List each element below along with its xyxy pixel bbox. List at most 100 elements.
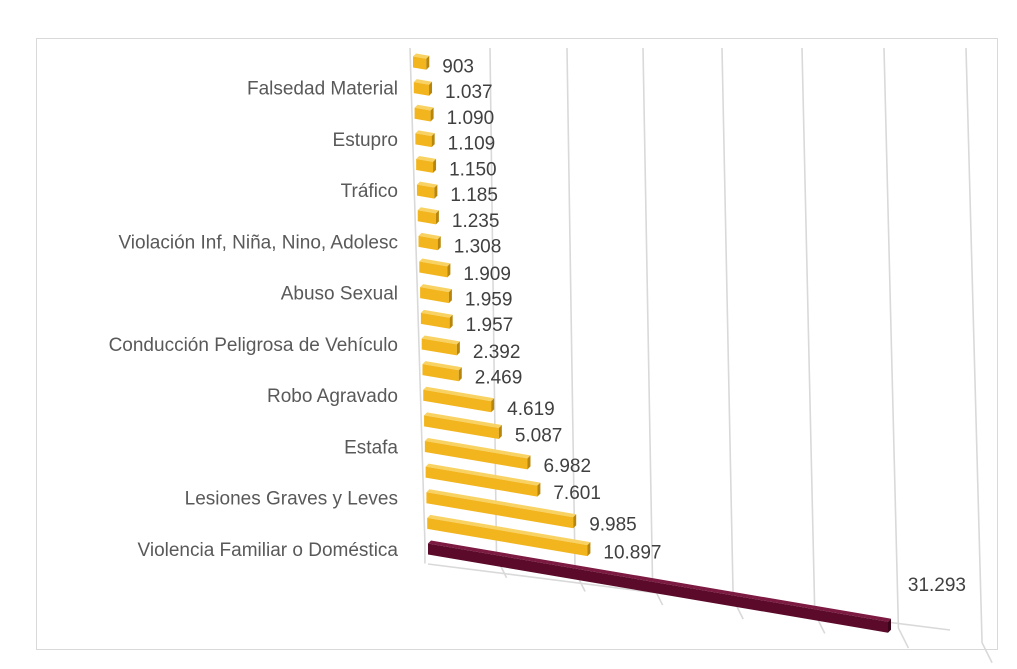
- bar-top-face: [417, 207, 439, 214]
- bar: [416, 156, 437, 173]
- chart-area: [36, 38, 998, 650]
- data-label: 2.469: [475, 368, 523, 389]
- bar-front-face: [414, 107, 431, 122]
- bar: [416, 181, 438, 199]
- bar-front-face: [424, 415, 499, 440]
- data-label: 1.235: [452, 211, 500, 232]
- bar-end-face: [448, 289, 452, 304]
- bar: [424, 437, 531, 470]
- bar-front-face: [422, 364, 459, 382]
- category-label: Conducción Peligrosa de Vehículo: [109, 335, 398, 356]
- bar: [426, 489, 577, 529]
- bar-top-face: [419, 258, 451, 267]
- data-label: 10.897: [603, 543, 661, 564]
- bar-front-face: [416, 184, 435, 199]
- bar: [413, 79, 433, 96]
- bar-front-face: [425, 466, 538, 497]
- bar-top-face: [414, 104, 434, 111]
- bar: [423, 386, 495, 413]
- bar-top-face: [413, 53, 430, 59]
- bar: [425, 463, 541, 497]
- bar-top-face: [415, 130, 435, 137]
- bar-end-face: [435, 210, 439, 225]
- bar-end-face: [434, 184, 438, 199]
- data-label: 1.037: [445, 82, 493, 103]
- gridline: [642, 47, 664, 606]
- bar-end-face: [449, 314, 453, 329]
- bar-end-face: [888, 618, 892, 633]
- bar-end-face: [527, 455, 531, 470]
- data-label: 7.601: [553, 483, 601, 504]
- bar-top-face: [425, 463, 541, 486]
- bar: [414, 104, 434, 122]
- category-label: Tráfico: [341, 181, 398, 202]
- bars: [413, 53, 892, 633]
- bar-top-face: [416, 181, 438, 188]
- category-label: Estafa: [344, 437, 398, 458]
- bar-front-face: [417, 210, 436, 225]
- bar-front-face: [418, 235, 438, 251]
- bar-top-face: [427, 514, 591, 546]
- bar-top-face: [416, 156, 437, 162]
- category-label: Falsedad Material: [247, 79, 398, 100]
- data-label: 2.392: [473, 342, 521, 363]
- bar-front-face: [426, 492, 574, 529]
- bar-front-face: [423, 389, 492, 413]
- bar: [424, 412, 502, 440]
- data-label: 1.957: [466, 315, 514, 336]
- bar: [421, 335, 460, 356]
- gridline: [801, 47, 826, 634]
- bar-front-face: [415, 133, 432, 148]
- category-label: Violencia Familiar o Doméstica: [138, 540, 399, 561]
- data-label: 903: [442, 56, 474, 77]
- bar-front-face: [427, 517, 588, 557]
- data-label: 31.293: [908, 575, 966, 596]
- bar-end-face: [426, 55, 430, 70]
- bar-top-face: [418, 232, 441, 240]
- gridline: [409, 47, 426, 564]
- bar-front-face: [424, 440, 528, 470]
- bar-front-face: [419, 261, 448, 278]
- bar-top-face: [421, 335, 460, 345]
- bar-front-face: [421, 338, 457, 356]
- bar: [419, 258, 451, 278]
- bar-front-face: [413, 56, 427, 70]
- category-label: Abuso Sexual: [281, 284, 398, 305]
- labels: 903 1.037 Falsedad Material 1.090 1.109 Estup…: [109, 56, 966, 596]
- data-label: 1.308: [454, 237, 502, 258]
- bar-front-face: [428, 543, 889, 633]
- category-label: Robo Agravado: [267, 386, 398, 407]
- bar-end-face: [587, 542, 591, 557]
- bar-top-face: [424, 412, 502, 429]
- bar-top-face: [413, 79, 433, 85]
- bar: [428, 540, 892, 633]
- bar-front-face: [416, 159, 434, 173]
- bar: [427, 514, 591, 557]
- bar-end-face: [437, 236, 441, 251]
- bar-top-face: [422, 361, 462, 371]
- category-label: Violación Inf, Niña, Nino, Adolesc: [118, 232, 398, 253]
- data-label: 1.185: [450, 185, 498, 206]
- data-label: 1.150: [449, 159, 497, 180]
- bar-end-face: [429, 81, 433, 96]
- bar-top-face: [426, 489, 577, 518]
- bar: [418, 232, 441, 251]
- bar-front-face: [420, 287, 449, 304]
- bar: [422, 361, 462, 382]
- bar-end-face: [456, 341, 460, 356]
- bar-end-face: [433, 158, 437, 173]
- bar-top-face: [428, 540, 892, 622]
- category-label: Lesiones Graves y Leves: [185, 489, 398, 510]
- data-label: 9.985: [589, 515, 637, 536]
- data-label: 6.982: [543, 456, 591, 477]
- bar: [420, 309, 453, 329]
- bar: [413, 53, 430, 70]
- bar-front-face: [420, 312, 450, 329]
- gridline: [965, 47, 993, 664]
- bar-top-face: [424, 437, 531, 459]
- gridline: [721, 47, 744, 620]
- bar-end-face: [430, 107, 434, 122]
- data-label: 1.109: [448, 134, 496, 155]
- bar-front-face: [413, 82, 430, 96]
- bar-end-face: [431, 133, 435, 148]
